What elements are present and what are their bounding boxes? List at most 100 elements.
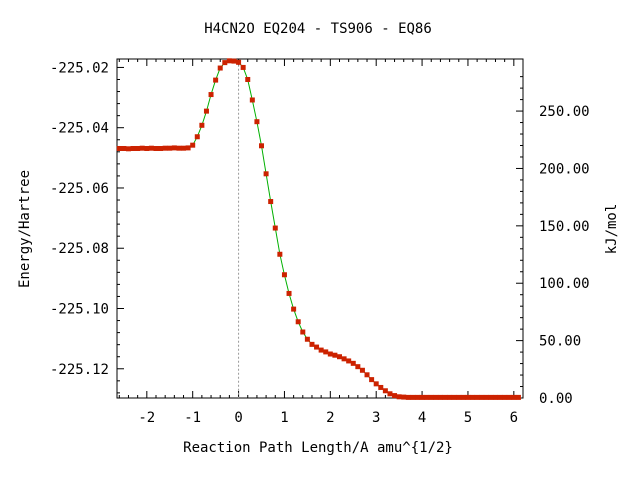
data-point <box>378 384 384 390</box>
data-point <box>144 145 150 151</box>
data-point <box>442 394 448 400</box>
y2-tick-label: 100.00 <box>539 276 590 292</box>
y2-tick-label: 0.00 <box>539 391 573 407</box>
data-point <box>208 92 214 98</box>
data-point <box>181 145 187 151</box>
data-point <box>304 336 310 342</box>
data-point <box>359 367 365 373</box>
data-point <box>414 394 420 400</box>
data-point <box>327 351 333 357</box>
data-point <box>226 58 232 64</box>
data-point <box>497 394 503 400</box>
data-point <box>203 108 209 114</box>
data-point <box>176 145 182 151</box>
y-tick-label: -225.04 <box>50 121 109 137</box>
x-tick-label: 3 <box>372 410 380 426</box>
data-point <box>199 122 205 128</box>
data-point <box>460 394 466 400</box>
data-point <box>281 272 287 278</box>
data-point <box>314 344 320 350</box>
data-point <box>194 134 200 140</box>
data-point <box>277 251 283 257</box>
data-point <box>387 391 393 397</box>
data-point <box>231 58 237 64</box>
data-point <box>162 145 168 151</box>
x-tick-label: -2 <box>138 410 155 426</box>
data-point <box>121 145 127 151</box>
data-point <box>355 364 361 370</box>
chart-title: H4CN2O EQ204 - TS906 - EQ86 <box>204 21 432 37</box>
data-point <box>396 394 402 400</box>
data-point <box>222 60 228 66</box>
marks-group <box>116 58 521 400</box>
data-point <box>437 394 443 400</box>
data-point <box>171 145 177 151</box>
axes-group: -2 -1 0 1 2 3 4 5 6 -225.02 -225.04 -225.06 -225.08 -… <box>50 59 590 426</box>
x-tick-label: 6 <box>510 410 518 426</box>
x-axis-label: Reaction Path Length/A amu^{1/2} <box>183 440 453 456</box>
data-point <box>295 319 301 325</box>
data-point <box>410 394 416 400</box>
y2-tick-label: 150.00 <box>539 219 590 235</box>
data-point <box>249 97 255 103</box>
data-point <box>291 306 297 312</box>
data-point <box>185 145 191 151</box>
data-point <box>286 290 292 296</box>
data-point <box>364 372 370 378</box>
data-point <box>148 145 154 151</box>
data-point <box>116 145 122 151</box>
data-point <box>506 394 512 400</box>
data-point <box>474 394 480 400</box>
data-point <box>236 59 242 65</box>
plot-frame <box>116 58 524 399</box>
data-point <box>488 394 494 400</box>
x-tick-label: 1 <box>280 410 288 426</box>
x-tick-label: 0 <box>234 410 242 426</box>
y2-tick-label: 50.00 <box>539 334 581 350</box>
data-point <box>263 171 269 177</box>
data-point <box>456 394 462 400</box>
y-tick-label: -225.12 <box>50 362 109 378</box>
data-point <box>382 388 388 394</box>
y-axis-label: Energy/Hartree <box>17 170 33 288</box>
data-point <box>245 76 251 82</box>
data-point <box>424 394 430 400</box>
data-point <box>323 349 329 355</box>
data-point <box>217 65 223 71</box>
data-point <box>470 394 476 400</box>
data-point <box>401 394 407 400</box>
x-tick-label: 5 <box>464 410 472 426</box>
data-point <box>369 377 375 383</box>
data-point <box>419 394 425 400</box>
y2-tick-label: 200.00 <box>539 161 590 177</box>
data-point <box>125 146 131 152</box>
data-point <box>502 394 508 400</box>
data-point <box>483 394 489 400</box>
y-tick-label: -225.10 <box>50 302 109 318</box>
data-point <box>332 352 338 358</box>
data-point <box>190 142 196 148</box>
data-point <box>392 393 398 399</box>
y2-tick-label: 250.00 <box>539 104 590 120</box>
data-point <box>428 394 434 400</box>
data-point <box>511 394 517 400</box>
data-point <box>433 394 439 400</box>
y2-axis-label: kJ/mol <box>604 204 620 255</box>
data-point <box>336 354 342 360</box>
data-point <box>346 358 352 364</box>
data-point <box>465 394 471 400</box>
data-point <box>309 341 315 347</box>
data-point <box>153 145 159 151</box>
y-tick-label: -225.08 <box>50 241 109 257</box>
data-point <box>341 356 347 362</box>
data-point <box>130 145 136 151</box>
data-point <box>158 145 164 151</box>
data-point <box>350 360 356 366</box>
data-point <box>405 394 411 400</box>
data-point <box>167 145 173 151</box>
y-tick-label: -225.06 <box>50 181 109 197</box>
x-tick-label: -1 <box>184 410 201 426</box>
data-point <box>447 394 453 400</box>
data-point <box>268 199 274 205</box>
